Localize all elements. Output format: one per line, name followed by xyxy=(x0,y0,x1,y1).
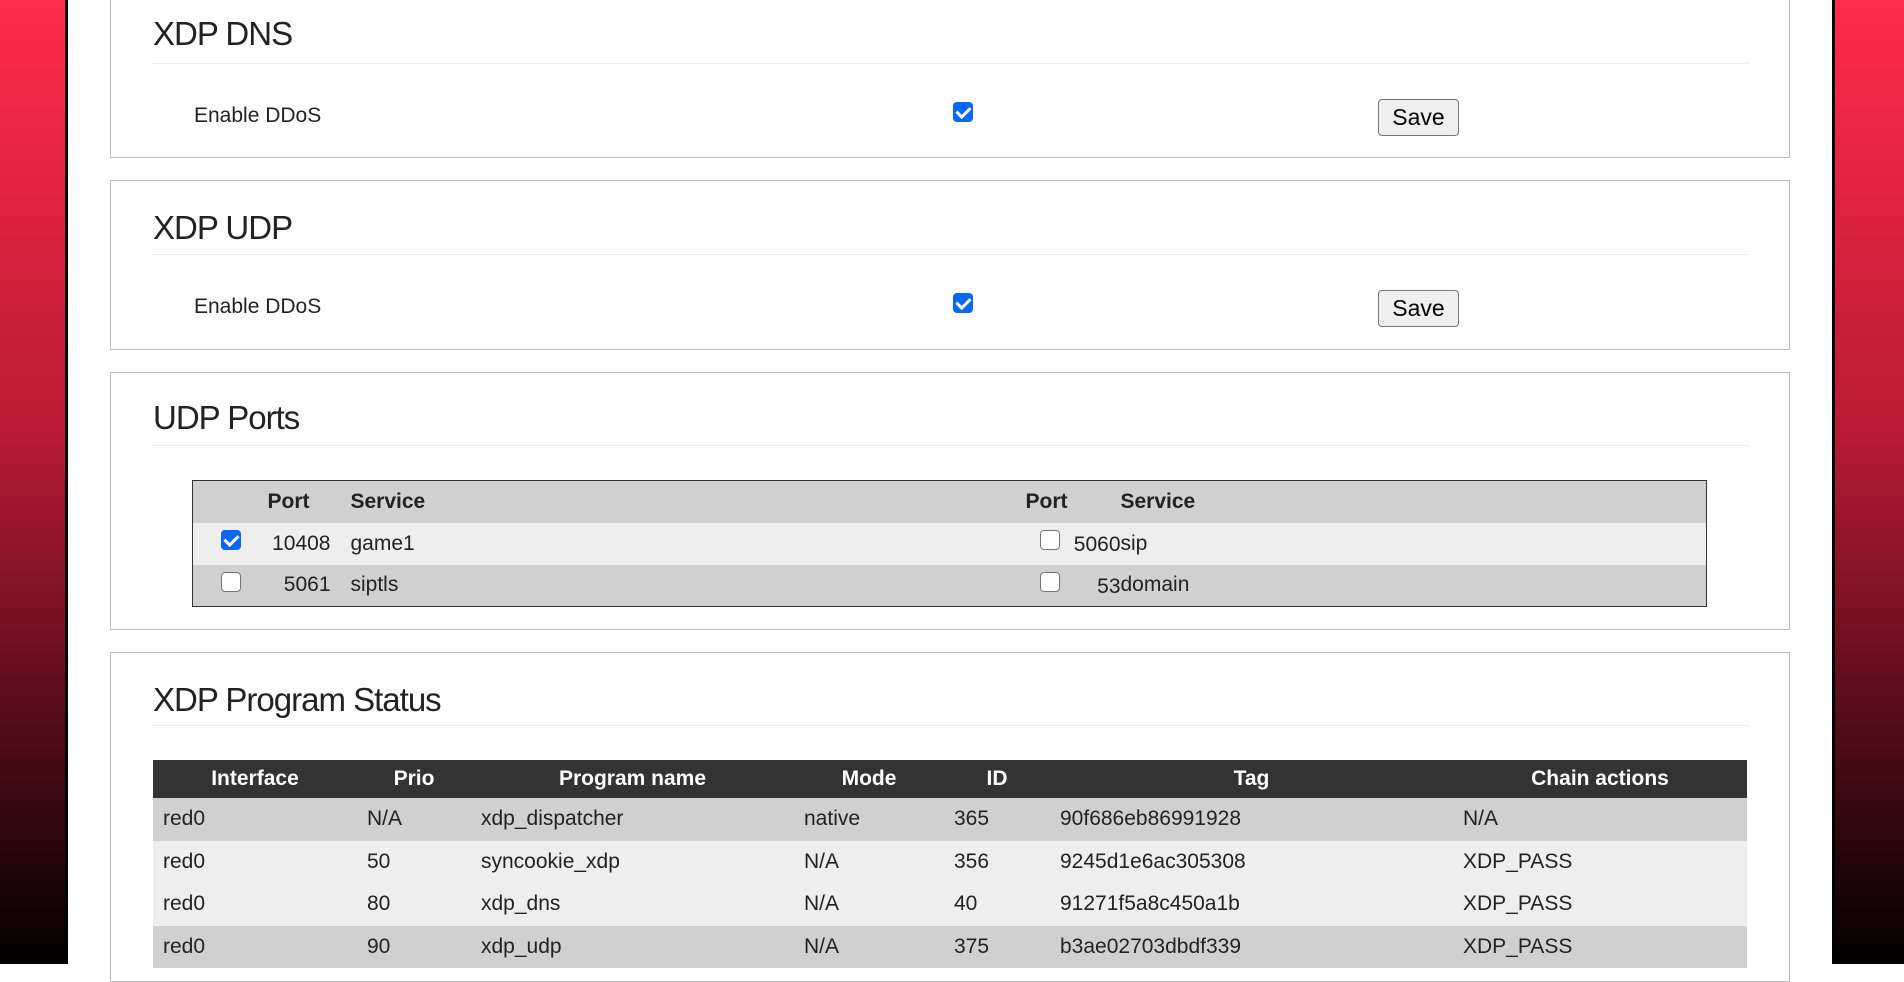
table-cell: xdp_dispatcher xyxy=(471,798,794,841)
port-header: Port xyxy=(1025,480,1101,523)
divider xyxy=(153,254,1748,255)
enable-ddos-checkbox[interactable] xyxy=(953,293,973,313)
port-cell: 5060 xyxy=(1073,532,1121,556)
port-checkbox[interactable] xyxy=(1039,529,1060,550)
table-cell: red0 xyxy=(153,925,357,968)
table-row: red0 80 xdp_dns N/A 40 91271f5a8c450a1b XDP_PA… xyxy=(153,883,1747,926)
table-cell: XDP_PASS xyxy=(1453,840,1747,883)
enable-ddos-label: Enable DDoS xyxy=(194,104,322,127)
table-row: red0 90 xdp_udp N/A 375 b3ae02703dbdf339 XDP_P… xyxy=(153,925,1747,968)
service-header: Service xyxy=(350,480,1026,523)
table-cell: 40 xyxy=(944,883,1050,926)
column-header: Interface xyxy=(153,760,357,798)
port-header: Port xyxy=(267,480,331,523)
table-cell: 356 xyxy=(944,840,1050,883)
table-row: red0 50 syncookie_xdp N/A 356 9245d1e6ac30530… xyxy=(153,840,1747,883)
right-decor-bar xyxy=(1832,0,1904,964)
port-checkbox[interactable] xyxy=(1039,571,1060,592)
service-header: Service xyxy=(1120,480,1707,523)
udp-ports-panel: UDP Ports Port Service Port Service 1040… xyxy=(110,372,1790,630)
table-cell: N/A xyxy=(794,925,944,968)
table-cell: red0 xyxy=(153,798,357,841)
panel-title: XDP UDP xyxy=(153,209,293,246)
table-cell: 375 xyxy=(944,925,1050,968)
divider xyxy=(153,445,1748,446)
column-header: Prio xyxy=(357,760,471,798)
table-header: Interface Prio Program name Mode ID Tag … xyxy=(153,760,1747,798)
service-cell: siptls xyxy=(350,564,1026,607)
port-cell: 5061 xyxy=(267,564,331,607)
table-cell: XDP_PASS xyxy=(1453,883,1747,926)
table-cell: N/A xyxy=(794,840,944,883)
xdp-program-status-panel: XDP Program Status Interface Prio Progra… xyxy=(110,652,1790,982)
xdp-status-table: Interface Prio Program name Mode ID Tag … xyxy=(153,760,1747,968)
panel-title: UDP Ports xyxy=(153,399,300,436)
column-header: Tag xyxy=(1050,760,1453,798)
table-cell: b3ae02703dbdf339 xyxy=(1050,925,1453,968)
table-cell: 91271f5a8c450a1b xyxy=(1050,883,1453,926)
port-cell: 10408 xyxy=(267,522,331,565)
udp-ports-table: Port Service Port Service 10408 game1 50… xyxy=(192,480,1707,607)
xdp-udp-panel: XDP UDP Enable DDoS Save xyxy=(110,180,1790,350)
table-cell: 90f686eb86991928 xyxy=(1050,798,1453,841)
table-header: Port Service Port Service xyxy=(192,480,1707,523)
table-cell: red0 xyxy=(153,840,357,883)
table-cell: red0 xyxy=(153,883,357,926)
panel-title: XDP Program Status xyxy=(153,681,442,718)
table-cell: xdp_udp xyxy=(471,925,794,968)
table-cell: xdp_dns xyxy=(471,883,794,926)
table-cell: 9245d1e6ac305308 xyxy=(1050,840,1453,883)
column-header: Chain actions xyxy=(1453,760,1747,798)
table-row: red0 N/A xdp_dispatcher native 365 90f686eb86… xyxy=(153,798,1747,841)
service-cell: domain xyxy=(1120,564,1707,607)
save-button[interactable]: Save xyxy=(1378,99,1459,136)
table-cell: XDP_PASS xyxy=(1453,925,1747,968)
column-header: ID xyxy=(944,760,1050,798)
table-cell: 365 xyxy=(944,798,1050,841)
table-cell: N/A xyxy=(794,883,944,926)
column-header: Mode xyxy=(794,760,944,798)
table-cell: N/A xyxy=(1453,798,1747,841)
service-cell: sip xyxy=(1120,522,1707,565)
left-decor-bar xyxy=(0,0,68,964)
panel-title: XDP DNS xyxy=(153,15,293,52)
enable-ddos-checkbox[interactable] xyxy=(953,102,973,122)
enable-ddos-label: Enable DDoS xyxy=(194,295,322,318)
xdp-dns-panel: XDP DNS Enable DDoS Save xyxy=(110,0,1790,158)
table-row: 10408 game1 5060 sip xyxy=(192,522,1707,565)
table-cell: 80 xyxy=(357,883,471,926)
service-cell: game1 xyxy=(350,522,1026,565)
port-checkbox[interactable] xyxy=(221,529,241,550)
table-cell: 50 xyxy=(357,840,471,883)
table-cell: native xyxy=(794,798,944,841)
divider xyxy=(153,63,1748,64)
table-cell: syncookie_xdp xyxy=(471,840,794,883)
column-header: Program name xyxy=(471,760,794,798)
divider xyxy=(153,725,1748,726)
table-row: 5061 siptls 53 domain xyxy=(192,564,1707,607)
table-cell: N/A xyxy=(357,798,471,841)
save-button[interactable]: Save xyxy=(1378,290,1459,327)
table-cell: 90 xyxy=(357,925,471,968)
port-cell: 53 xyxy=(1097,574,1121,598)
port-checkbox[interactable] xyxy=(221,571,241,592)
